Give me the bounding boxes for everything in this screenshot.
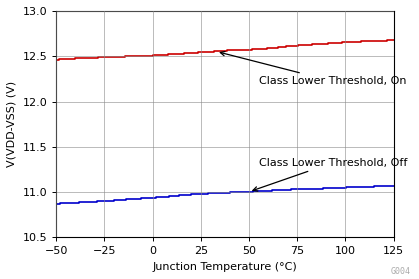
Text: G004: G004 <box>391 267 411 276</box>
Text: Class Lower Threshold, Off: Class Lower Threshold, Off <box>253 158 407 191</box>
Y-axis label: V(VDD-VSS) (V): V(VDD-VSS) (V) <box>7 81 17 167</box>
X-axis label: Junction Temperature (°C): Junction Temperature (°C) <box>153 262 297 272</box>
Text: Class Lower Threshold, On: Class Lower Threshold, On <box>220 51 406 86</box>
